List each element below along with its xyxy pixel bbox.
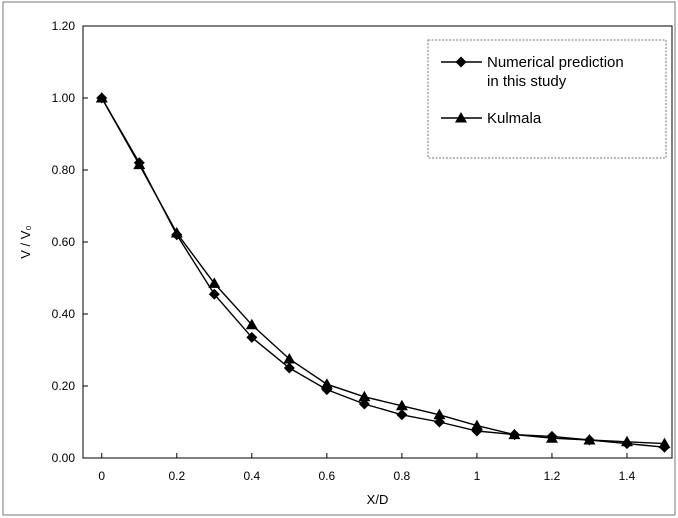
data-point (658, 437, 671, 449)
data-point (396, 409, 408, 421)
x-tick-label: 0 (98, 469, 105, 483)
x-tick-label: 0.2 (168, 469, 185, 483)
y-tick-label: 0.20 (52, 379, 76, 393)
data-point (433, 408, 446, 420)
y-tick-label: 0.80 (52, 163, 76, 177)
data-point (620, 435, 633, 447)
data-point (470, 419, 483, 431)
data-point (283, 362, 295, 374)
y-tick-label: 0.40 (52, 307, 76, 321)
legend-marker-triangle (455, 112, 467, 123)
data-point (583, 434, 596, 445)
data-point (133, 158, 146, 170)
data-point (320, 378, 333, 389)
legend-box (427, 39, 667, 159)
series-layer (95, 92, 671, 453)
x-tick-label: 1.2 (544, 469, 561, 483)
legend: Numerical prediction in this study Kulmala (427, 39, 667, 159)
series-triangle (95, 92, 671, 449)
x-tick-label: 0.6 (319, 469, 336, 483)
data-point (283, 353, 296, 364)
series-line (101, 97, 665, 445)
y-tick-label: 1.00 (52, 91, 76, 105)
data-point (395, 399, 408, 411)
y-tick-label: 0.60 (52, 235, 76, 249)
x-tick-label: 1.4 (619, 469, 636, 483)
y-tick-label: 1.20 (52, 19, 76, 33)
data-point (246, 331, 258, 343)
data-point (170, 227, 183, 238)
data-point (545, 432, 558, 443)
x-tick-label: 0.8 (394, 469, 411, 483)
legend-label: in this study (487, 73, 567, 90)
legend-marker-diamond (455, 56, 467, 68)
legend-label: Numerical prediction (487, 54, 624, 71)
series-line (101, 97, 665, 448)
x-tick-label: 0.4 (243, 469, 260, 483)
data-point (208, 277, 221, 288)
y-tick-label: 0.00 (52, 451, 76, 465)
data-point (358, 390, 371, 402)
y-axis-label: V / V₀ (18, 225, 33, 259)
data-point (208, 288, 220, 300)
x-axis-label: X/D (367, 492, 389, 507)
data-point (508, 428, 521, 440)
data-point (245, 318, 258, 330)
x-tick-label: 1 (474, 469, 481, 483)
data-point (95, 92, 108, 103)
legend-label: Kulmala (487, 110, 542, 127)
